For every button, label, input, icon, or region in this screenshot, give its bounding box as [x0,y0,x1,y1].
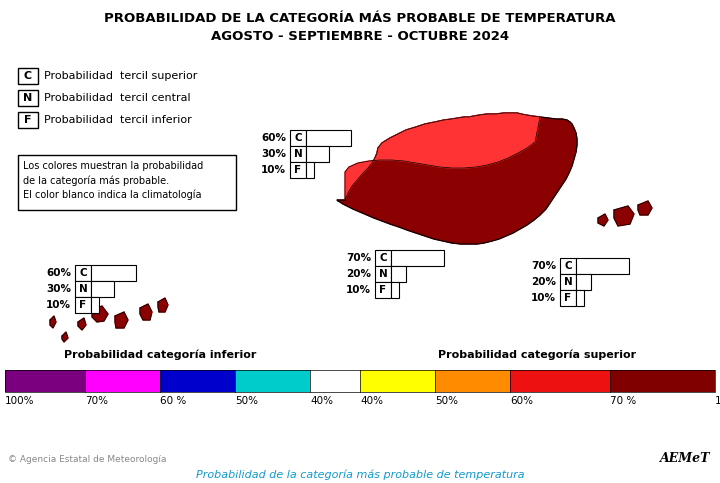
Text: 10%: 10% [261,165,286,175]
Bar [560,290,576,306]
Text: C: C [564,261,572,271]
Bar [560,274,576,290]
Text: 20%: 20% [346,269,371,279]
Polygon shape [158,298,168,312]
Text: C: C [79,268,87,278]
Bar [576,258,629,274]
Text: F: F [79,300,86,310]
Polygon shape [62,332,68,342]
Text: N: N [564,277,572,287]
Bar [360,370,435,392]
Bar [391,250,444,266]
Bar [85,370,160,392]
Text: 20%: 20% [531,277,556,287]
Bar [160,370,235,392]
Text: F: F [379,285,387,295]
Text: N: N [379,269,387,279]
Bar [5,370,85,392]
Polygon shape [115,312,128,328]
Text: F: F [294,165,302,175]
Text: 70%: 70% [531,261,556,271]
Polygon shape [345,113,540,200]
Text: Probabilidad  tercil inferior: Probabilidad tercil inferior [44,115,192,125]
Text: N: N [23,93,32,103]
Bar [75,281,91,297]
Text: Probabilidad categoría superior: Probabilidad categoría superior [438,350,636,360]
Bar [391,266,406,282]
Text: 10%: 10% [346,285,371,295]
Bar [91,265,136,281]
Polygon shape [614,206,634,226]
Polygon shape [78,318,86,330]
Text: C: C [379,253,387,263]
Text: 100%: 100% [5,396,35,406]
Text: 40%: 40% [360,396,383,406]
Bar [18,112,38,128]
Text: 70%: 70% [85,396,108,406]
Text: 70%: 70% [346,253,371,263]
Text: AEMeT: AEMeT [660,452,710,465]
Bar [18,68,38,84]
Bar [5,370,715,392]
Bar [306,162,313,178]
Text: © Agencia Estatal de Meteorología: © Agencia Estatal de Meteorología [8,455,166,465]
Bar [306,130,351,146]
Bar [576,290,583,306]
Text: F: F [24,115,32,125]
Bar [18,155,236,210]
Text: 50%: 50% [435,396,458,406]
Bar [610,370,715,392]
Text: 60%: 60% [261,133,286,143]
Polygon shape [638,201,652,215]
Bar [290,162,306,178]
Bar [91,281,114,297]
Polygon shape [140,304,152,320]
Text: 60%: 60% [46,268,71,278]
Text: C: C [24,71,32,81]
Bar [576,274,591,290]
Bar [375,282,391,298]
Bar [435,370,510,392]
Text: Probabilidad  tercil superior: Probabilidad tercil superior [44,71,197,81]
Text: N: N [78,284,87,294]
Bar [75,297,91,313]
Text: 30%: 30% [261,149,286,159]
Bar [75,265,91,281]
Text: PROBABILIDAD DE LA CATEGORÍA MÁS PROBABLE DE TEMPERATURA: PROBABILIDAD DE LA CATEGORÍA MÁS PROBABL… [104,12,616,25]
Text: Probabilidad  tercil central: Probabilidad tercil central [44,93,191,103]
Polygon shape [50,316,56,328]
Bar [306,146,328,162]
Bar [235,370,310,392]
Bar [375,250,391,266]
Text: 50%: 50% [235,396,258,406]
Text: N: N [294,149,302,159]
Bar [510,370,610,392]
Bar [290,130,306,146]
Text: 10%: 10% [531,293,556,303]
Text: Probabilidad de la categoría más probable de temperatura: Probabilidad de la categoría más probabl… [196,470,524,480]
Text: 70 %: 70 % [610,396,636,406]
Text: 10%: 10% [46,300,71,310]
Bar [391,282,398,298]
Text: C: C [294,133,302,143]
Text: 60%: 60% [510,396,533,406]
Text: 100%: 100% [715,396,720,406]
Text: 60 %: 60 % [160,396,186,406]
Bar [290,146,306,162]
Bar [375,266,391,282]
Bar [310,370,360,392]
Text: Los colores muestran la probabilidad
de la categoría más probable.
El color blan: Los colores muestran la probabilidad de … [23,161,203,200]
Bar [18,90,38,106]
Text: F: F [564,293,572,303]
Polygon shape [598,214,608,226]
Bar [560,258,576,274]
Polygon shape [337,113,577,244]
Text: 30%: 30% [46,284,71,294]
Polygon shape [92,306,108,322]
Text: AGOSTO - SEPTIEMBRE - OCTUBRE 2024: AGOSTO - SEPTIEMBRE - OCTUBRE 2024 [211,30,509,43]
Text: Probabilidad categoría inferior: Probabilidad categoría inferior [64,350,256,360]
Text: 40%: 40% [310,396,333,406]
Bar [91,297,99,313]
